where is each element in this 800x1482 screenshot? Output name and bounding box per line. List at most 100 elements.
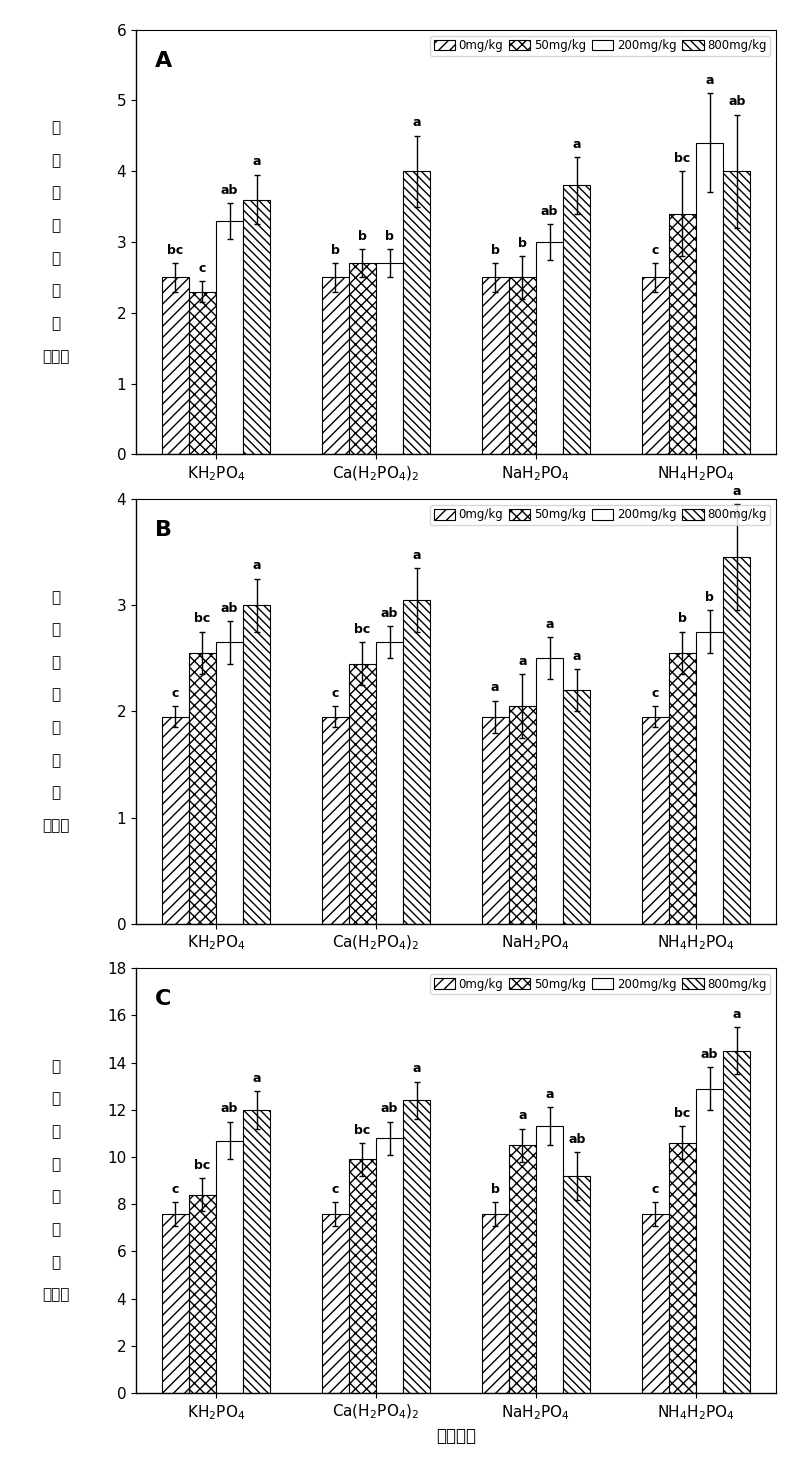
X-axis label: 磷肆种类: 磷肆种类	[436, 1427, 476, 1445]
Text: 质: 质	[51, 283, 61, 298]
Bar	[349, 664, 376, 923]
Text: bc: bc	[354, 622, 370, 636]
Text: a: a	[733, 1008, 741, 1021]
Text: 物: 物	[51, 250, 61, 265]
Text: a: a	[413, 1063, 421, 1074]
Bar	[403, 172, 430, 455]
Text: ab: ab	[381, 608, 398, 619]
Text: bc: bc	[674, 151, 690, 165]
Text: bc: bc	[167, 245, 183, 256]
Text: a: a	[518, 655, 526, 668]
Text: a: a	[253, 559, 261, 572]
Bar	[216, 221, 243, 455]
Text: bc: bc	[194, 612, 210, 625]
Text: 重: 重	[51, 316, 61, 330]
Text: a: a	[413, 117, 421, 129]
Text: 上: 上	[51, 1092, 61, 1107]
Text: a: a	[546, 618, 554, 631]
Text: 上: 上	[51, 622, 61, 637]
Bar	[189, 1194, 216, 1393]
Text: a: a	[518, 1110, 526, 1122]
Text: 地: 地	[51, 1060, 61, 1074]
Text: b: b	[678, 612, 687, 625]
Bar	[189, 654, 216, 923]
Text: B: B	[155, 520, 172, 539]
Text: c: c	[171, 1183, 179, 1196]
Bar	[322, 1214, 349, 1393]
Text: （克）: （克）	[42, 1288, 70, 1303]
Bar	[536, 1126, 563, 1393]
Bar	[162, 277, 189, 455]
Text: c: c	[331, 686, 339, 700]
Bar	[536, 658, 563, 923]
Text: ab: ab	[221, 184, 238, 197]
Bar	[696, 142, 723, 455]
Text: b: b	[490, 245, 500, 256]
Text: ab: ab	[221, 1103, 238, 1116]
Text: 干: 干	[51, 1157, 61, 1172]
Text: bc: bc	[354, 1123, 370, 1137]
Bar	[723, 1051, 750, 1393]
Bar	[349, 1159, 376, 1393]
Text: C: C	[155, 990, 171, 1009]
Bar	[696, 1089, 723, 1393]
Text: a: a	[546, 1088, 554, 1101]
Bar	[563, 185, 590, 455]
Text: c: c	[331, 1183, 339, 1196]
Bar	[723, 557, 750, 923]
Text: c: c	[651, 1183, 659, 1196]
Text: （克）: （克）	[42, 348, 70, 363]
Text: ab: ab	[541, 205, 558, 218]
Bar	[482, 717, 509, 923]
Text: 上: 上	[51, 153, 61, 167]
Text: 物: 物	[51, 1190, 61, 1205]
Bar	[696, 631, 723, 923]
Text: 质: 质	[51, 753, 61, 768]
Bar	[376, 264, 403, 455]
Bar	[216, 1141, 243, 1393]
Text: ab: ab	[701, 1048, 718, 1061]
Text: c: c	[651, 686, 659, 700]
Bar	[669, 654, 696, 923]
Text: c: c	[171, 686, 179, 700]
Text: a: a	[253, 1071, 261, 1085]
Text: bc: bc	[674, 1107, 690, 1120]
Text: ab: ab	[728, 95, 746, 108]
Bar	[243, 1110, 270, 1393]
Bar	[723, 172, 750, 455]
Legend: 0mg/kg, 50mg/kg, 200mg/kg, 800mg/kg: 0mg/kg, 50mg/kg, 200mg/kg, 800mg/kg	[430, 974, 770, 994]
Text: 部: 部	[51, 1125, 61, 1140]
Text: 质: 质	[51, 1223, 61, 1237]
Text: b: b	[358, 230, 367, 243]
Text: ab: ab	[221, 602, 238, 615]
Bar	[322, 277, 349, 455]
Legend: 0mg/kg, 50mg/kg, 200mg/kg, 800mg/kg: 0mg/kg, 50mg/kg, 200mg/kg, 800mg/kg	[430, 505, 770, 525]
Legend: 0mg/kg, 50mg/kg, 200mg/kg, 800mg/kg: 0mg/kg, 50mg/kg, 200mg/kg, 800mg/kg	[430, 36, 770, 56]
Text: 干: 干	[51, 688, 61, 702]
Bar	[243, 605, 270, 923]
Text: b: b	[330, 245, 340, 256]
Bar	[509, 277, 536, 455]
Bar	[642, 717, 669, 923]
Bar	[189, 292, 216, 455]
Bar	[376, 1138, 403, 1393]
Bar	[349, 264, 376, 455]
Text: bc: bc	[194, 1159, 210, 1172]
Text: b: b	[385, 230, 394, 243]
Text: b: b	[705, 591, 714, 605]
Bar	[482, 1214, 509, 1393]
Bar	[669, 1143, 696, 1393]
Text: 部: 部	[51, 185, 61, 200]
Text: A: A	[155, 50, 173, 71]
Bar	[642, 277, 669, 455]
Text: a: a	[491, 682, 499, 695]
Bar	[642, 1214, 669, 1393]
Text: c: c	[651, 245, 659, 256]
Bar	[162, 1214, 189, 1393]
Text: a: a	[706, 74, 714, 87]
Text: 部: 部	[51, 655, 61, 670]
Text: a: a	[573, 649, 581, 662]
Bar	[216, 642, 243, 923]
Bar	[509, 705, 536, 923]
Text: 重: 重	[51, 1255, 61, 1270]
